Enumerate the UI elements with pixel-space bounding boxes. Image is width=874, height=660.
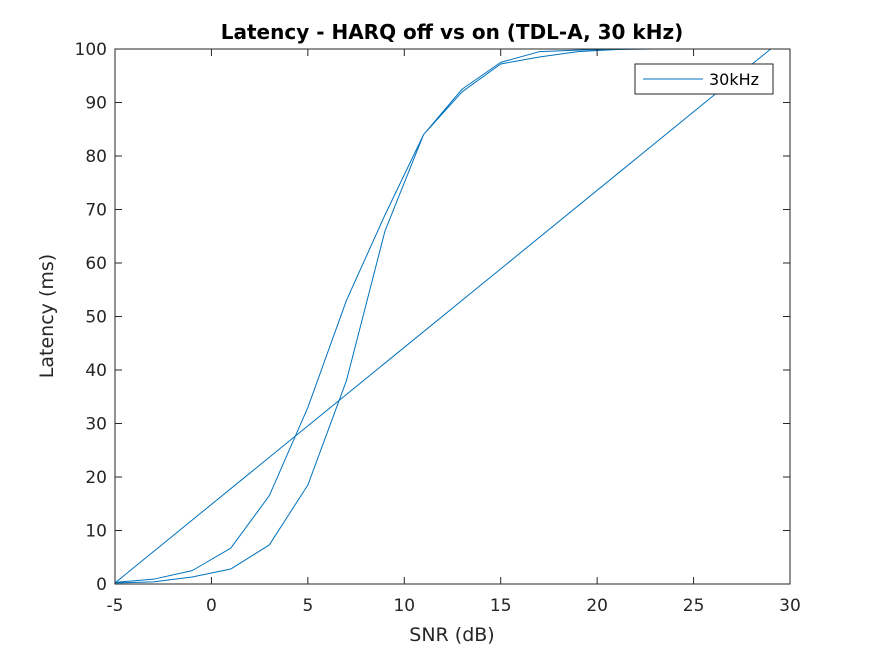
plot-area <box>114 48 772 584</box>
data-point <box>538 56 541 59</box>
y-tick-label: 60 <box>85 254 107 274</box>
data-point <box>576 50 579 53</box>
y-tick-label: 30 <box>85 415 107 435</box>
legend: 30kHz <box>634 63 774 95</box>
data-point <box>306 406 309 409</box>
data-point <box>229 547 232 550</box>
y-tick-label: 50 <box>85 308 107 328</box>
data-point <box>461 90 464 93</box>
data-point <box>191 576 194 579</box>
y-tick-label: 40 <box>85 361 107 381</box>
x-tick-label: -5 <box>107 596 124 616</box>
y-tick-label: 10 <box>85 522 107 542</box>
y-axis-label: Latency (ms) <box>36 254 58 378</box>
x-tick-label: 20 <box>586 596 608 616</box>
data-point <box>461 88 464 91</box>
x-tick-label: 5 <box>302 596 313 616</box>
y-tick-label: 0 <box>96 575 107 595</box>
data-point <box>152 580 155 583</box>
data-point <box>499 62 502 65</box>
data-point <box>345 379 348 382</box>
x-tick-label: 15 <box>490 596 512 616</box>
y-tick-label: 20 <box>85 468 107 488</box>
data-point <box>345 299 348 302</box>
data-point <box>384 213 387 216</box>
series-line-0 <box>114 48 772 584</box>
data-point <box>538 50 541 53</box>
y-tick-label: 70 <box>85 201 107 221</box>
data-point <box>384 229 387 232</box>
data-point <box>191 569 194 572</box>
y-tick-label: 100 <box>75 40 107 60</box>
data-point <box>422 133 425 136</box>
chart-title: Latency - HARQ off vs on (TDL-A, 30 kHz) <box>221 20 684 44</box>
x-axis-label: SNR (dB) <box>409 624 494 646</box>
data-point <box>615 48 618 51</box>
data-point <box>152 578 155 581</box>
data-point <box>268 543 271 546</box>
data-point <box>229 568 232 571</box>
legend-label-30khz: 30kHz <box>709 70 759 89</box>
data-point <box>268 494 271 497</box>
x-tick-label: 10 <box>393 596 415 616</box>
y-tick-label: 80 <box>85 147 107 167</box>
data-point <box>306 484 309 487</box>
y-tick-label: 90 <box>85 94 107 114</box>
x-tick-label: 30 <box>779 596 801 616</box>
x-tick-label: 0 <box>206 596 217 616</box>
x-tick-label: 25 <box>683 596 705 616</box>
axes-box <box>114 48 791 585</box>
